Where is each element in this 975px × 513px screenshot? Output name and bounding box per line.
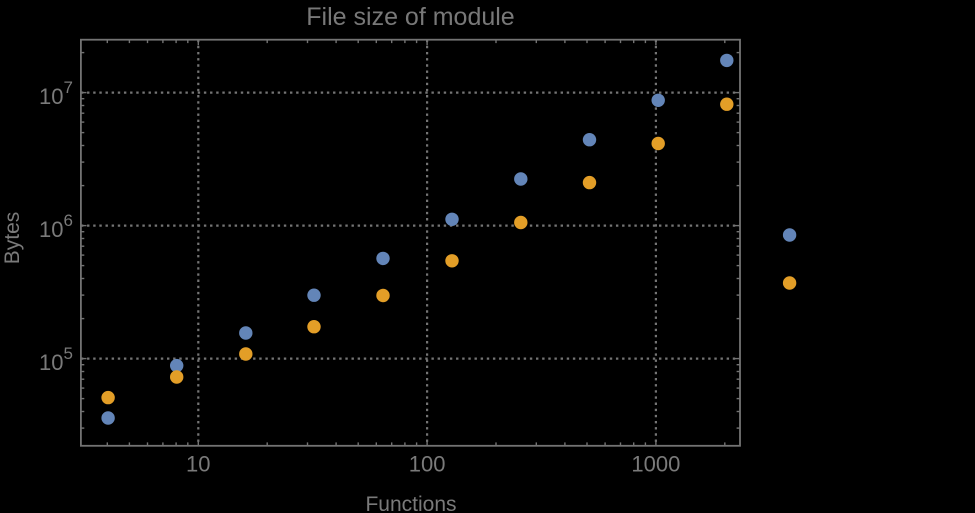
svg-text:100: 100 [409,452,446,477]
svg-text:10: 10 [186,452,210,477]
svg-text:File size of module: File size of module [306,3,514,31]
svg-text:Functions: Functions [365,493,456,513]
svg-text:107: 107 [39,78,73,109]
svg-text:Bytes: Bytes [1,212,24,265]
svg-text:1000: 1000 [631,452,680,477]
